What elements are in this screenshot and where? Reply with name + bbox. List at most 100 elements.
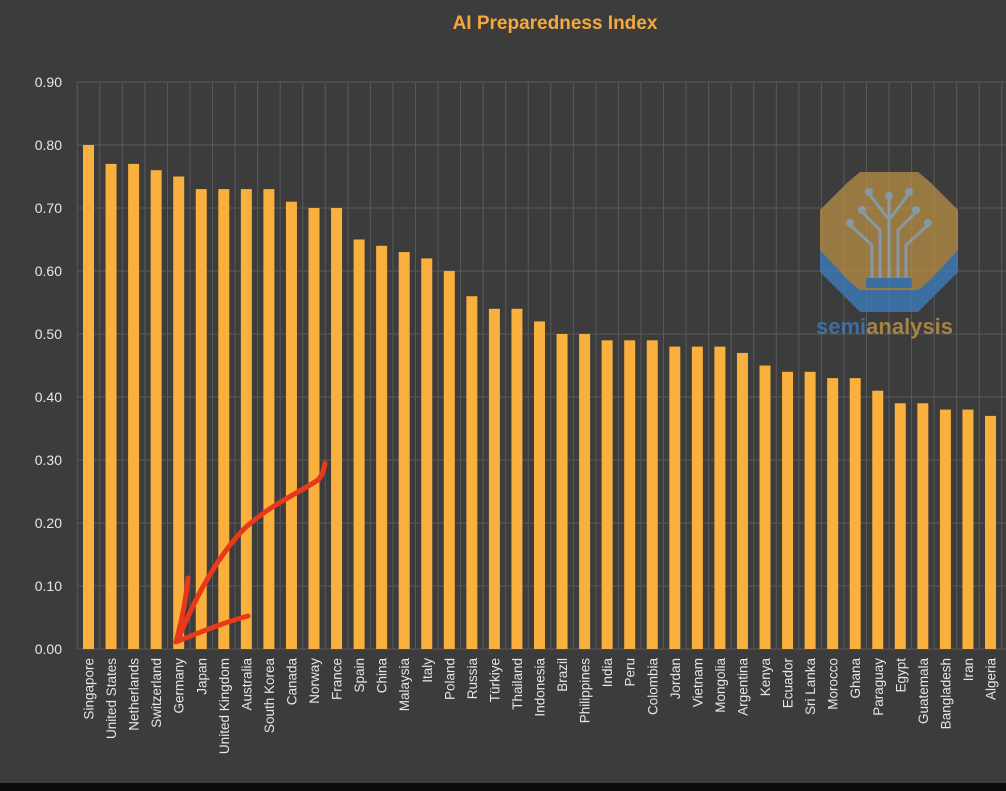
- y-tick-label: 0.70: [35, 200, 62, 216]
- x-tick-label: Thailand: [510, 658, 525, 710]
- bar: [962, 409, 974, 649]
- x-tick-label: Italy: [420, 658, 435, 683]
- x-tick-label: France: [330, 658, 345, 700]
- bar: [488, 308, 500, 649]
- bar: [466, 296, 478, 649]
- bar: [173, 176, 185, 649]
- x-tick-label: Iran: [961, 658, 976, 681]
- bar: [601, 340, 613, 649]
- x-tick-label: India: [600, 658, 615, 688]
- bar: [669, 346, 681, 649]
- bar: [240, 189, 252, 649]
- x-tick-label: Ecuador: [781, 658, 796, 709]
- y-tick-label: 0.80: [35, 137, 62, 153]
- x-tick-label: Morocco: [826, 658, 841, 710]
- y-tick-label: 0.40: [35, 389, 62, 405]
- y-tick-label: 0.20: [35, 515, 62, 531]
- x-tick-label: Colombia: [645, 658, 660, 716]
- x-tick-label: Algeria: [984, 658, 999, 701]
- y-tick-label: 0.30: [35, 452, 62, 468]
- bar: [736, 352, 748, 649]
- x-tick-label: Paraguay: [871, 658, 886, 716]
- bar: [398, 252, 410, 649]
- bar: [872, 390, 884, 649]
- bar: [759, 365, 771, 649]
- bar: [782, 371, 794, 649]
- y-tick-label: 0.60: [35, 263, 62, 279]
- x-tick-label: Indonesia: [533, 658, 548, 717]
- x-tick-label: Brazil: [555, 658, 570, 692]
- x-tick-label: Australia: [239, 658, 254, 711]
- bar: [218, 189, 230, 649]
- x-tick-label: Netherlands: [127, 658, 142, 731]
- circuit-tree-icon: [820, 172, 958, 312]
- x-tick-label: Mongolia: [713, 658, 728, 713]
- bar: [263, 189, 275, 649]
- y-axis: 0.00 0.10 0.20 0.30 0.40 0.50 0.60 0.70 0.80 0.90: [35, 74, 62, 657]
- chart-title: AI Preparedness Index: [453, 13, 658, 34]
- watermark-brand-part1: semi: [816, 314, 866, 339]
- y-tick-label: 0.50: [35, 326, 62, 342]
- bar: [421, 258, 433, 649]
- x-tick-label: Sri Lanka: [803, 658, 818, 716]
- gridlines: [76, 81, 1006, 650]
- x-tick-label: Philippines: [578, 658, 593, 724]
- x-axis: Singapore United States Netherlands Switzer…: [82, 658, 999, 755]
- y-tick-label: 0.00: [35, 641, 62, 657]
- x-tick-label: Singapore: [82, 658, 97, 720]
- bar: [353, 239, 365, 649]
- x-tick-label: Poland: [442, 658, 457, 700]
- bar: [285, 201, 297, 649]
- bar: [714, 346, 726, 649]
- x-tick-label: Norway: [307, 658, 322, 704]
- bar: [83, 145, 94, 649]
- watermark-brand: semianalysis: [816, 314, 953, 339]
- x-tick-label: Vietnam: [690, 658, 705, 707]
- bar: [804, 371, 816, 649]
- bar: [849, 378, 861, 649]
- x-tick-label: Argentina: [735, 658, 750, 716]
- x-tick-label: Switzerland: [149, 658, 164, 728]
- x-tick-label: Spain: [352, 658, 367, 693]
- watermark-brand-part2: analysis: [866, 314, 953, 339]
- bar: [128, 163, 140, 649]
- x-tick-label: Japan: [194, 658, 209, 695]
- bar: [624, 340, 636, 649]
- bars: [83, 145, 996, 650]
- bar: [105, 163, 117, 649]
- x-tick-label: Ghana: [848, 658, 863, 699]
- bar: [511, 308, 523, 649]
- x-tick-label: China: [375, 658, 390, 694]
- bar: [939, 409, 951, 649]
- semianalysis-watermark: semianalysis: [816, 172, 958, 339]
- bar: [894, 403, 906, 649]
- x-tick-label: Russia: [465, 658, 480, 700]
- x-tick-label: Egypt: [893, 658, 908, 693]
- bar: [150, 170, 162, 649]
- x-tick-label: United Kingdom: [217, 658, 232, 754]
- x-tick-label: United States: [104, 658, 119, 739]
- x-tick-label: Canada: [284, 658, 299, 706]
- x-tick-label: Germany: [172, 658, 187, 714]
- bar: [917, 403, 929, 649]
- x-tick-label: Malaysia: [397, 658, 412, 712]
- x-tick-label: Jordan: [668, 658, 683, 699]
- bar: [556, 334, 568, 649]
- y-tick-label: 0.90: [35, 74, 62, 90]
- bar: [308, 208, 320, 649]
- bar: [195, 189, 207, 649]
- bar: [331, 208, 343, 649]
- bar: [827, 378, 839, 649]
- bar: [691, 346, 703, 649]
- bar: [985, 415, 996, 649]
- y-tick-label: 0.10: [35, 578, 62, 594]
- bar: [534, 321, 545, 649]
- x-tick-label: Guatemala: [916, 658, 931, 725]
- x-tick-label: Türkiye: [487, 658, 502, 702]
- x-tick-label: South Korea: [262, 658, 277, 734]
- bar: [646, 340, 658, 649]
- red-arrow-icon: [173, 460, 328, 645]
- x-tick-label: Peru: [623, 658, 638, 687]
